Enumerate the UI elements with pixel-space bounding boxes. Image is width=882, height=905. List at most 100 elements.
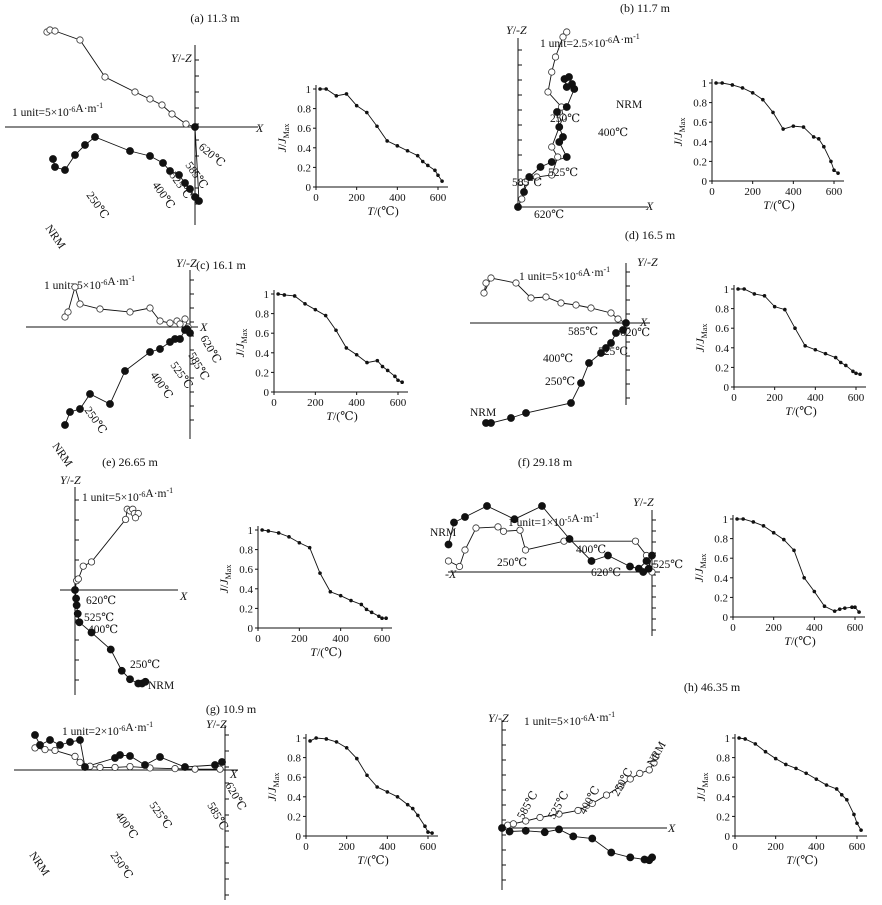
zij-vertical-path-a (52, 126, 200, 203)
demag-y-tick-label-b: 0 (702, 176, 708, 188)
demag-y-axis-label-c: J/JMax (233, 329, 249, 358)
zij-step-label-a: NRM (43, 223, 68, 251)
zij-horizontal-axis-label-g: X (229, 767, 238, 781)
demag-point-e (369, 610, 374, 615)
zij-filled-point-e (141, 677, 150, 686)
zij-filled-point-f (483, 502, 491, 510)
demag-point-a (426, 163, 430, 168)
zij-unit-label-c: 1 unit=5×10-6A·m-1 (44, 274, 135, 292)
zij-filled-point-d (612, 329, 620, 337)
zijderveld-d: Y/-Z X 1 unit=5×10-6A·m-1 585℃ 620℃ 400℃ 525℃ 2… (470, 255, 658, 427)
zij-open-point-h (522, 817, 530, 825)
demag-y-tick-label-b: 0.2 (693, 156, 707, 168)
zij-step-label-h: 250℃ (610, 766, 636, 798)
demag-point-c (334, 328, 338, 333)
demag-x-tick-label-a: 0 (313, 192, 319, 204)
zij-open-point-b (533, 173, 541, 181)
zij-open-point-c (156, 317, 164, 325)
demag-point-e (359, 602, 364, 607)
demag-x-tick-label-b: 600 (826, 186, 843, 198)
zij-filled-point-f (604, 551, 612, 560)
zij-filled-point-g (81, 763, 89, 771)
zij-open-point-f (444, 557, 453, 565)
demag-y-tick-label-e: 0.6 (239, 564, 253, 576)
demag-point-a (318, 87, 322, 91)
demag-d: 0 200 400 600 0 0.2 0.4 0.6 0.8 1 T/(℃) J/JMax (693, 284, 866, 418)
zij-open-point-h (626, 775, 634, 783)
zij-filled-point-f (565, 535, 574, 543)
demag-curve-g (309, 737, 433, 834)
zij-filled-point-d (597, 349, 605, 357)
demag-y-tick-label-c: 0.8 (255, 309, 269, 321)
zij-unit-label-f: 1 unit=1×10-5A·m-1 (508, 511, 599, 529)
demag-y-tick-label-c: 0 (264, 387, 270, 399)
zij-filled-point-c (66, 408, 74, 416)
demag-y-tick-label-d: 0 (724, 382, 730, 394)
zij-filled-point-a (175, 171, 183, 179)
demag-point-f (761, 524, 766, 528)
demag-point-e (328, 589, 333, 594)
panel-label-b: (b) 11.7 m (620, 1, 671, 15)
demag-point-e (349, 598, 353, 603)
demag-e: 0 200 400 600 0 0.2 0.4 0.6 0.8 1 T/(℃) J/JMax (217, 525, 392, 659)
demag-point-h (824, 783, 829, 787)
demag-point-a (354, 103, 359, 108)
demag-point-f (822, 604, 827, 609)
zijderveld-f: Y/-Z -X 1 unit=1×10-5A·m-1 NRM 250℃ 400℃ 525℃ 6… (430, 495, 683, 636)
demag-b: 0 200 400 600 0 0.2 0.4 0.6 0.8 1 T/(℃) J/JMax (671, 78, 844, 212)
zij-open-point-f (521, 546, 530, 554)
demag-point-h (839, 793, 844, 797)
demag-point-b (771, 110, 775, 115)
zij-filled-point-h (569, 832, 578, 841)
demag-point-g (426, 830, 430, 834)
zij-step-label-h: 525℃ (546, 789, 572, 821)
zij-open-point-g (126, 762, 134, 771)
demag-point-f (812, 589, 817, 594)
zij-step-label-b: 400℃ (598, 127, 628, 139)
demag-x-tick-label-c: 200 (307, 397, 324, 409)
zij-step-label-b: NRM (616, 99, 642, 111)
demag-point-e (338, 593, 343, 598)
zij-open-point-h (645, 766, 653, 774)
demag-curve-b (716, 82, 839, 174)
demag-x-tick-label-a: 400 (389, 192, 406, 204)
zij-filled-point-h (645, 856, 654, 865)
demag-point-a (420, 159, 425, 164)
demag-point-d (838, 360, 843, 365)
demag-point-d (851, 369, 855, 374)
zij-filled-point-b (553, 108, 561, 116)
demag-x-tick-label-b: 0 (709, 186, 715, 198)
zij-filled-point-f (648, 551, 656, 560)
zij-filled-point-f (587, 557, 596, 565)
demag-point-c (375, 358, 380, 363)
zij-open-point-h (536, 813, 544, 822)
demag-c: 0 200 400 600 0 0.2 0.4 0.6 0.8 1 T/(℃) J/JMax (233, 289, 408, 423)
demag-point-f (782, 537, 786, 542)
demag-point-a (405, 148, 410, 153)
zij-filled-point-g (181, 763, 189, 771)
demag-y-tick-label-d: 1 (724, 284, 730, 296)
demag-x-axis-label-f: T/(℃) (784, 634, 815, 648)
demag-point-e (380, 616, 384, 620)
zij-open-point-b (548, 68, 556, 76)
demag-x-axis-label-e: T/(℃) (310, 645, 341, 659)
zij-step-label-e: 250℃ (130, 659, 160, 671)
demag-point-f (850, 605, 854, 609)
demag-point-b (781, 127, 785, 131)
demag-y-tick-label-g: 1 (296, 733, 302, 745)
zij-filled-point-a (91, 133, 99, 141)
zij-filled-point-g (156, 753, 164, 761)
zij-filled-point-e (72, 594, 80, 603)
zij-open-point-f (494, 523, 502, 531)
zijderveld-b: Y/-Z X 1 unit=2.5×10-6A·m-1 NRM 250℃ 400℃ 525℃… (506, 23, 654, 221)
demag-point-e (297, 540, 302, 545)
demag-point-g (355, 756, 359, 761)
zij-filled-point-b (525, 173, 534, 181)
zij-open-point-d (572, 301, 580, 309)
zij-step-label-e: 400℃ (88, 624, 118, 636)
demag-x-tick-label-f: 400 (806, 622, 823, 634)
demag-y-tick-label-d: 0.4 (715, 343, 729, 355)
zij-open-point-b (559, 33, 567, 41)
zij-open-point-a (182, 120, 190, 128)
